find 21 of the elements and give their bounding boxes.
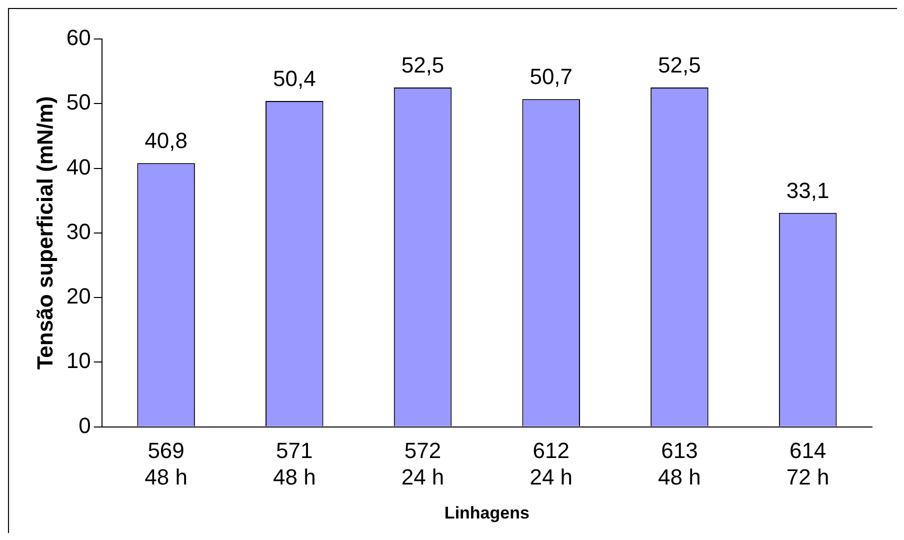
x-axis-title: Linhagens	[444, 503, 530, 522]
y-tick-label: 30	[66, 218, 91, 244]
data-label: 50,4	[272, 66, 316, 92]
y-tick-label: 50	[66, 90, 91, 115]
data-label: 50,7	[530, 64, 573, 90]
x-tick-label: 614 72 h	[786, 438, 830, 490]
y-tick-label: 40	[66, 154, 91, 180]
data-label: 40,8	[144, 128, 188, 154]
y-tick-label: 10	[66, 348, 91, 374]
data-label: 52,5	[401, 52, 444, 78]
y-axis-title: Tensão superficial (mN/m)	[32, 96, 58, 370]
x-tick-label: 613 48 h	[658, 438, 701, 490]
x-tick-label: 571 48 h	[272, 438, 316, 490]
y-tick-label: 0	[78, 412, 91, 438]
data-label: 33,1	[786, 178, 830, 203]
x-tick-label: 569 48 h	[144, 438, 188, 490]
x-tick-label: 612 24 h	[530, 438, 573, 490]
y-tick-label: 20	[66, 284, 91, 309]
data-label: 52,5	[658, 52, 701, 78]
x-tick-label: 572 24 h	[401, 438, 444, 490]
y-tick-label: 60	[66, 25, 91, 50]
